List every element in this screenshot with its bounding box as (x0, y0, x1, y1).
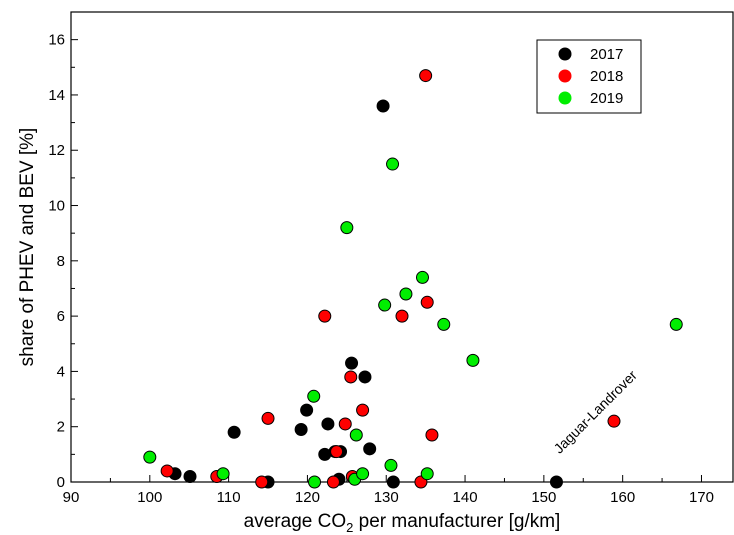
data-point-2019 (216, 467, 230, 481)
data-point-2018 (255, 475, 269, 489)
data-point-2018 (261, 411, 275, 425)
data-point-2019 (307, 389, 321, 403)
data-point-2018 (425, 428, 439, 442)
data-point-2017 (549, 475, 563, 489)
data-point-2019 (378, 298, 392, 312)
data-point-2018 (356, 403, 370, 417)
data-point-2019 (349, 428, 363, 442)
y-tick-label: 12 (48, 142, 65, 159)
data-point-2018 (160, 464, 174, 478)
y-tick-label: 6 (57, 308, 65, 325)
data-point-2017 (376, 99, 390, 113)
data-point-2017 (386, 475, 400, 489)
y-tick-label: 2 (57, 419, 65, 436)
y-tick-label: 14 (48, 87, 65, 104)
x-axis-label-rest: per manufacturer [g/km] (353, 511, 560, 532)
data-point-2019 (384, 458, 398, 472)
x-tick-label: 170 (689, 489, 714, 506)
data-point-2018 (330, 445, 344, 459)
annotations: Jaguar-Landrover (550, 367, 640, 457)
annotation-label: Jaguar-Landrover (550, 367, 640, 457)
legend-label-2019: 2019 (590, 90, 623, 107)
x-tick-label: 150 (531, 489, 556, 506)
data-point-2017 (345, 356, 359, 370)
data-point-2019 (437, 317, 451, 331)
data-point-2017 (358, 370, 372, 384)
data-point-2019 (308, 475, 322, 489)
y-axis-label: share of PHEV and BEV [%] (17, 128, 38, 367)
x-axis-label-subscript: 2 (346, 520, 353, 535)
legend-marker-2019 (558, 91, 572, 105)
data-point-2019 (466, 353, 480, 367)
legend-marker-2018 (558, 69, 572, 83)
y-axis-ticks: 0 2 4 6 8 10 12 14 16 (48, 11, 78, 491)
x-tick-label: 90 (63, 489, 80, 506)
legend: 2017 2018 2019 (536, 39, 642, 114)
y-tick-label: 10 (48, 198, 65, 215)
data-point-2019 (415, 270, 429, 284)
legend-label-2018: 2018 (590, 68, 623, 85)
y-tick-label: 4 (57, 363, 65, 380)
data-points (143, 69, 683, 489)
legend-label-2017: 2017 (590, 46, 623, 63)
x-tick-label: 110 (217, 489, 241, 506)
x-axis-label: average CO2 per manufacturer [g/km] (244, 511, 561, 535)
data-point-2017 (227, 425, 241, 439)
y-tick-label: 8 (57, 253, 65, 270)
data-point-2017 (183, 469, 197, 483)
x-axis-ticks: 90 100 110 120 130 140 150 160 170 (63, 475, 714, 506)
y-tick-label: 0 (57, 474, 65, 491)
data-point-2017 (363, 442, 377, 456)
data-point-2018 (419, 69, 433, 83)
data-point-2018 (344, 370, 358, 384)
data-point-2018 (338, 417, 352, 431)
data-point-2018 (395, 309, 409, 323)
data-point-2019 (143, 450, 157, 464)
data-point-2018 (318, 309, 332, 323)
x-tick-label: 120 (295, 489, 320, 506)
data-point-2019 (356, 467, 370, 481)
x-tick-label: 100 (137, 489, 162, 506)
data-point-2019 (386, 157, 400, 171)
data-point-2019 (340, 221, 354, 235)
x-tick-label: 140 (453, 489, 478, 506)
legend-box (536, 39, 642, 114)
legend-marker-2017 (558, 47, 572, 61)
plot-frame (70, 11, 734, 483)
data-point-2019 (669, 317, 683, 331)
x-tick-label: 130 (374, 489, 399, 506)
data-point-2019 (399, 287, 413, 301)
x-tick-label: 160 (610, 489, 635, 506)
data-point-2017 (294, 422, 308, 436)
x-axis-label-main: average CO (244, 511, 346, 532)
data-point-2018 (420, 295, 434, 309)
data-point-2018 (607, 414, 621, 428)
data-point-2017 (321, 417, 335, 431)
y-tick-label: 16 (48, 32, 65, 49)
data-point-2017 (300, 403, 314, 417)
data-point-2018 (326, 475, 340, 489)
data-point-2019 (420, 467, 434, 481)
